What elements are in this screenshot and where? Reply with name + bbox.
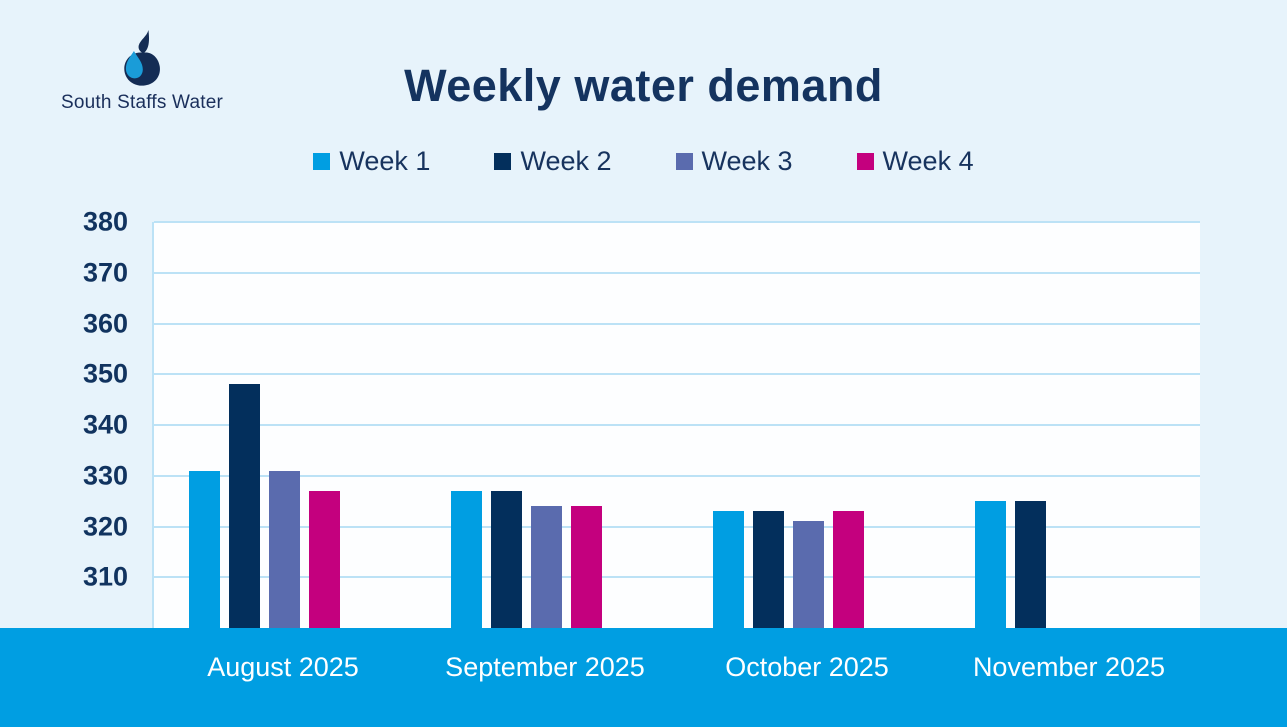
brand-logo-text: South Staffs Water [61, 92, 224, 113]
gridline-350 [154, 373, 1200, 376]
x-axis-footer-band [0, 628, 1287, 727]
bar-week-1-september-2025 [451, 490, 482, 628]
bar-week-2-september-2025 [491, 490, 522, 628]
bar-week-4-august-2025 [309, 490, 340, 628]
legend-item-week-1: Week 1 [313, 146, 430, 177]
water-drop-logo-icon [124, 30, 160, 86]
gridline-320 [154, 525, 1200, 528]
chart-legend: Week 1 Week 2 Week 3 Week 4 [0, 146, 1287, 177]
bar-week-4-september-2025 [571, 506, 602, 628]
legend-item-week-3: Week 3 [675, 146, 793, 177]
legend-label: Week 1 [339, 146, 431, 176]
legend-swatch-icon [856, 153, 874, 170]
bar-week-3-september-2025 [531, 506, 562, 628]
legend-swatch-icon [313, 153, 331, 170]
page-title: Weekly water demand [404, 60, 883, 111]
gridline-340 [154, 424, 1200, 426]
x-category-label: August 2025 [207, 652, 359, 682]
brand-logo: South Staffs Water [61, 30, 224, 114]
y-tick-label: 370 [82, 257, 128, 288]
legend-label: Week 3 [701, 146, 793, 176]
y-tick-label: 340 [82, 409, 128, 440]
gridline-310 [154, 576, 1200, 579]
y-tick-label: 360 [82, 308, 128, 338]
y-tick-label: 330 [82, 460, 128, 491]
bar-week-1-august-2025 [189, 470, 220, 628]
bar-week-4-october-2025 [833, 511, 864, 628]
gridline-330 [154, 474, 1200, 477]
gridline-360 [154, 322, 1200, 325]
legend-item-week-4: Week 4 [856, 146, 974, 177]
gridline-370 [154, 271, 1200, 274]
bar-week-2-august-2025 [229, 384, 260, 628]
legend-item-week-2: Week 2 [494, 146, 612, 177]
x-category-label: November 2025 [972, 652, 1166, 682]
legend-swatch-icon [494, 153, 512, 170]
gridline-380 [154, 221, 1200, 223]
x-category-label: September 2025 [445, 652, 645, 682]
bar-week-3-october-2025 [793, 521, 824, 628]
bar-week-1-october-2025 [713, 511, 744, 628]
y-tick-label: 380 [82, 206, 128, 237]
y-tick-label: 350 [82, 358, 128, 389]
bar-week-1-november-2025 [975, 501, 1006, 628]
legend-label: Week 2 [520, 146, 612, 176]
bar-week-3-august-2025 [269, 470, 300, 628]
bar-week-2-october-2025 [753, 511, 784, 628]
x-category-label: October 2025 [725, 652, 889, 682]
bar-week-2-november-2025 [1015, 501, 1046, 628]
legend-label: Week 4 [882, 146, 974, 176]
y-tick-label: 310 [82, 561, 128, 592]
legend-swatch-icon [675, 153, 693, 170]
y-tick-label: 320 [82, 511, 128, 541]
